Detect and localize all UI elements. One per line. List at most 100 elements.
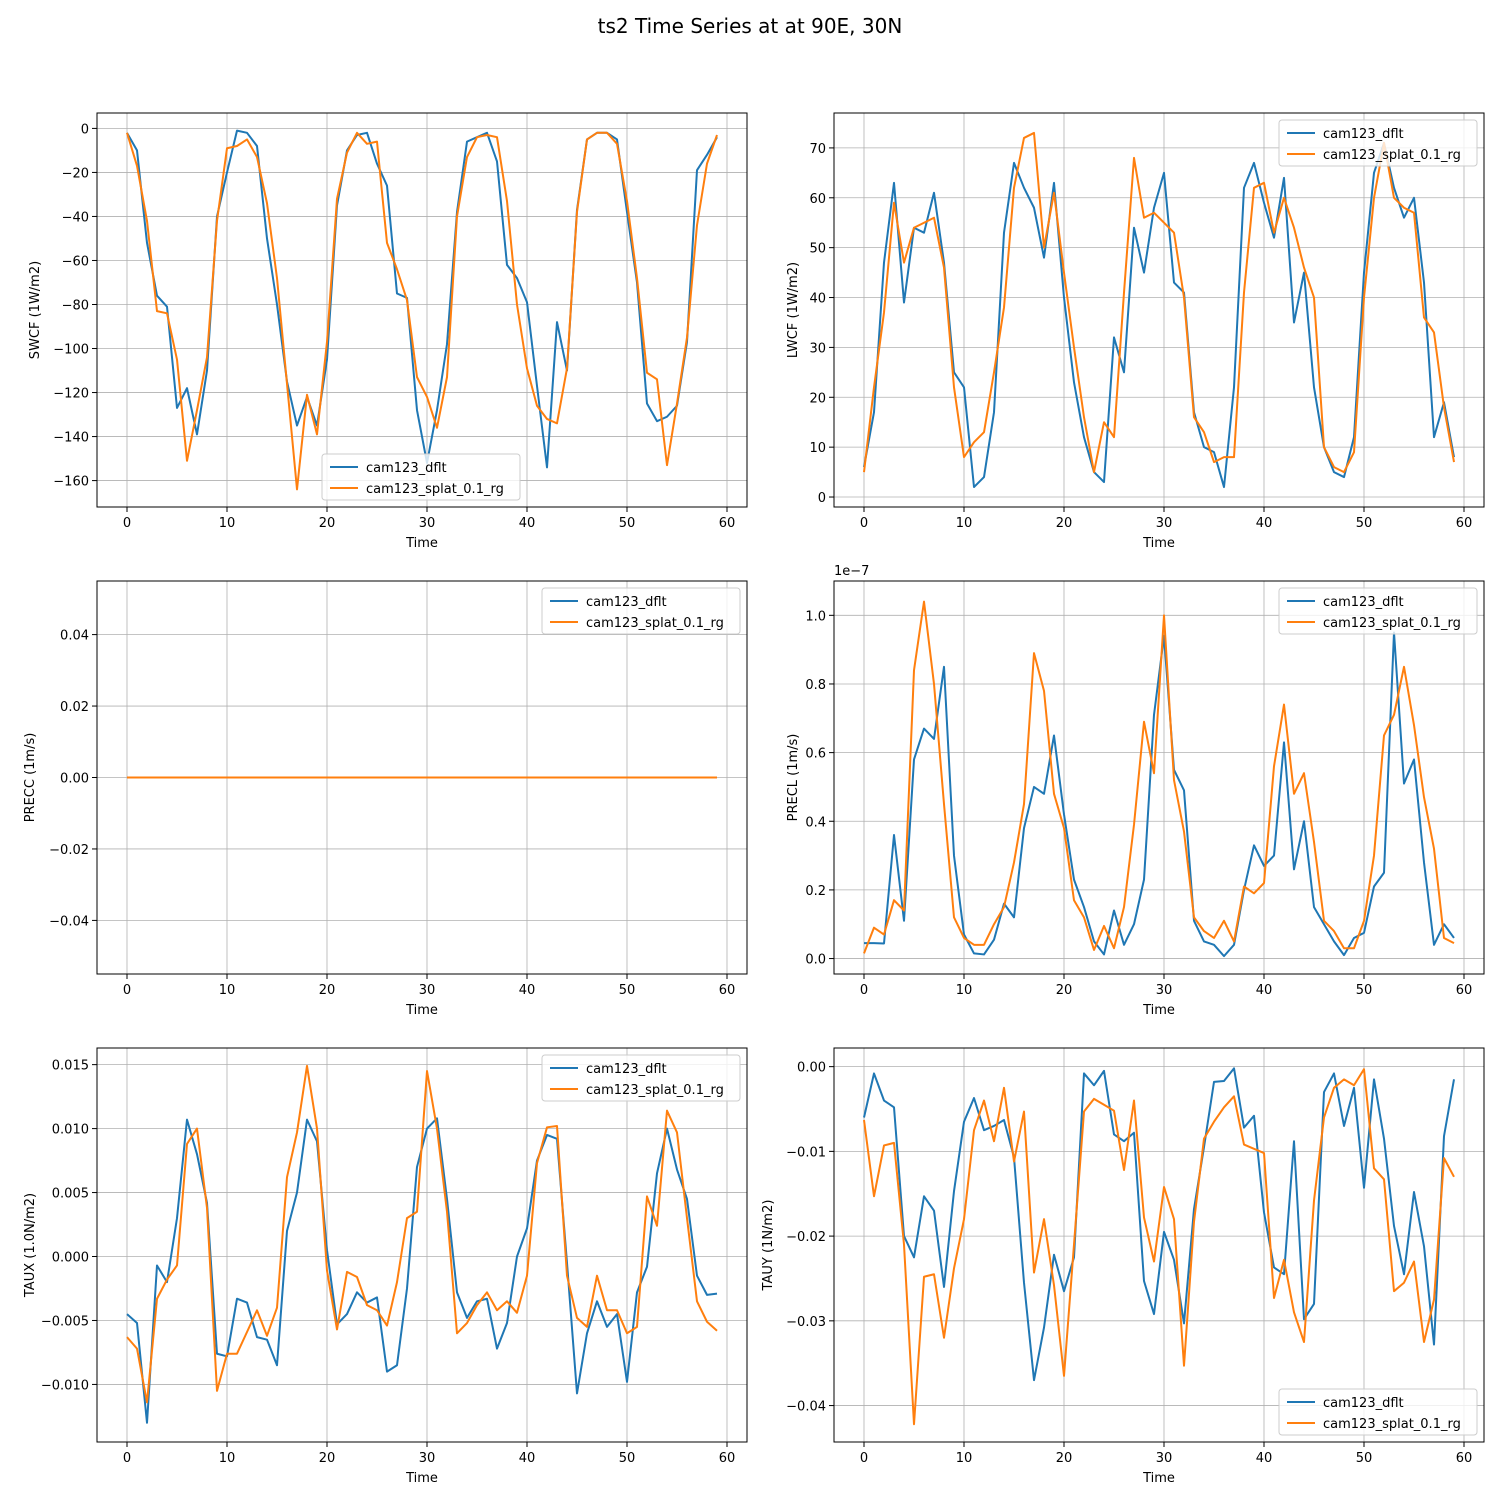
y-tick-label: −20 (62, 166, 89, 181)
x-tick-label: 20 (319, 983, 336, 998)
series-line-cam123_splat_0.1_rg (863, 131, 1455, 474)
legend-label-cam123_splat_0.1_rg: cam123_splat_0.1_rg (1323, 148, 1461, 163)
y-tick-label: 0 (81, 122, 89, 137)
legend-label-cam123_dflt: cam123_dflt (1323, 127, 1404, 142)
y-axis-label: PRECL (1m/s) (786, 734, 801, 822)
y-axis-label: LWCF (1W/m2) (786, 262, 801, 358)
subplot-4: 0 10 20 30 40 50 60 0.0 0.2 0.4 0.6 0.8 1.0 Time PRECL… (786, 564, 1485, 1018)
y-tick-label: −0.04 (786, 1400, 826, 1415)
x-axis-label: Time (405, 1471, 438, 1486)
legend: cam123_dflt cam123_splat_0.1_rg (1278, 587, 1478, 635)
x-tick-label: 10 (219, 983, 236, 998)
y-tick-label: 0 (818, 491, 826, 506)
y-tick-label: 1.0 (805, 609, 826, 624)
subplot-5: 0 10 20 30 40 50 60 0.015 0.010 0.005 0.000 −0.005 −… (23, 1047, 748, 1486)
y-tick-label: 0.00 (797, 1061, 826, 1076)
y-tick-label: 30 (809, 341, 826, 356)
y-tick-label: −0.010 (41, 1378, 89, 1393)
x-tick-label: 0 (860, 516, 868, 531)
series-line-cam123_splat_0.1_rg (126, 1064, 718, 1404)
x-tick-label: 0 (123, 516, 131, 531)
x-tick-label: 0 (123, 983, 131, 998)
y-tick-label: −80 (62, 298, 89, 313)
legend-label-cam123_dflt: cam123_dflt (366, 461, 447, 476)
y-tick-label: 0.00 (60, 772, 89, 787)
y-axis-label: TAUX (1.0N/m2) (23, 1193, 38, 1298)
legend-box (1278, 119, 1478, 167)
series-line-cam123_splat_0.1_rg (863, 1068, 1455, 1426)
y-axis-label: SWCF (1W/m2) (28, 261, 43, 359)
x-tick-label: 20 (1056, 983, 1073, 998)
y-tick-label: 0.010 (52, 1123, 89, 1138)
x-tick-label: 60 (719, 983, 736, 998)
x-tick-label: 50 (1356, 1451, 1373, 1466)
x-tick-label: 20 (1056, 1451, 1073, 1466)
x-axis-label: Time (405, 536, 438, 551)
legend-label-cam123_dflt: cam123_dflt (1323, 595, 1404, 610)
x-tick-label: 40 (519, 983, 536, 998)
x-tick-label: 10 (219, 516, 236, 531)
y-tick-label: −0.04 (49, 914, 89, 929)
x-tick-label: 10 (219, 1451, 236, 1466)
y-tick-label: −0.02 (49, 843, 89, 858)
x-tick-label: 20 (319, 516, 336, 531)
y-tick-label: 0.02 (60, 700, 89, 715)
x-tick-label: 20 (1056, 516, 1073, 531)
x-tick-label: 50 (619, 516, 636, 531)
axis-offset-text: 1e−7 (834, 564, 869, 579)
x-tick-label: 60 (1456, 983, 1473, 998)
x-axis-label: Time (1142, 536, 1175, 551)
series-line-cam123_splat_0.1_rg (863, 600, 1455, 954)
y-tick-label: −120 (53, 387, 89, 402)
x-tick-label: 30 (419, 516, 436, 531)
y-tick-label: −0.01 (786, 1145, 826, 1160)
subplot-2: 0 10 20 30 40 50 60 0 10 20 30 40 50 60 70 Time LWCF (1W… (786, 112, 1485, 551)
y-tick-label: 20 (809, 391, 826, 406)
x-tick-label: 10 (956, 516, 973, 531)
y-tick-label: 0.8 (805, 678, 826, 693)
x-tick-label: 40 (1256, 516, 1273, 531)
x-tick-label: 60 (719, 1451, 736, 1466)
legend-box (541, 1054, 741, 1102)
x-tick-label: 0 (123, 1451, 131, 1466)
x-tick-label: 40 (1256, 1451, 1273, 1466)
legend-label-cam123_dflt: cam123_dflt (586, 595, 667, 610)
y-tick-label: −160 (53, 475, 89, 490)
x-axis-label: Time (1142, 1471, 1175, 1486)
legend-label-cam123_splat_0.1_rg: cam123_splat_0.1_rg (586, 1083, 724, 1098)
x-tick-label: 60 (1456, 516, 1473, 531)
figure-title: ts2 Time Series at at 90E, 30N (597, 14, 903, 38)
x-tick-label: 10 (956, 1451, 973, 1466)
legend: cam123_dflt cam123_splat_0.1_rg (1278, 119, 1478, 167)
legend-box (1278, 1388, 1478, 1436)
series-line-cam123_dflt (864, 631, 1455, 958)
legend-label-cam123_dflt: cam123_dflt (1323, 1396, 1404, 1411)
axes-frame (96, 112, 748, 508)
y-tick-label: 70 (809, 142, 826, 157)
subplot-6: 0 10 20 30 40 50 60 0.00 −0.01 −0.02 −0.03 −0.04 Tim… (761, 1047, 1485, 1486)
x-tick-label: 50 (1356, 983, 1373, 998)
legend: cam123_dflt cam123_splat_0.1_rg (321, 453, 521, 501)
y-tick-label: 0.0 (805, 953, 826, 968)
x-tick-label: 40 (1256, 983, 1273, 998)
legend-box (321, 453, 521, 501)
y-tick-label: 50 (809, 242, 826, 257)
y-tick-label: 0.2 (805, 884, 826, 899)
legend: cam123_dflt cam123_splat_0.1_rg (1278, 1388, 1478, 1436)
axes-frame (833, 1047, 1485, 1443)
x-tick-label: 10 (956, 983, 973, 998)
x-tick-label: 0 (860, 1451, 868, 1466)
axes-frame (96, 1047, 748, 1443)
legend-label-cam123_dflt: cam123_dflt (586, 1062, 667, 1077)
x-tick-label: 30 (419, 1451, 436, 1466)
y-tick-label: −0.03 (786, 1315, 826, 1330)
legend: cam123_dflt cam123_splat_0.1_rg (541, 1054, 741, 1102)
series-line-cam123_dflt (863, 1067, 1455, 1382)
legend: cam123_dflt cam123_splat_0.1_rg (541, 587, 741, 635)
x-tick-label: 30 (1156, 516, 1173, 531)
y-tick-label: 0.015 (52, 1059, 89, 1074)
x-tick-label: 30 (1156, 1451, 1173, 1466)
y-axis-label: PRECC (1m/s) (23, 733, 38, 823)
axes-frame (833, 580, 1485, 975)
x-tick-label: 40 (519, 1451, 536, 1466)
